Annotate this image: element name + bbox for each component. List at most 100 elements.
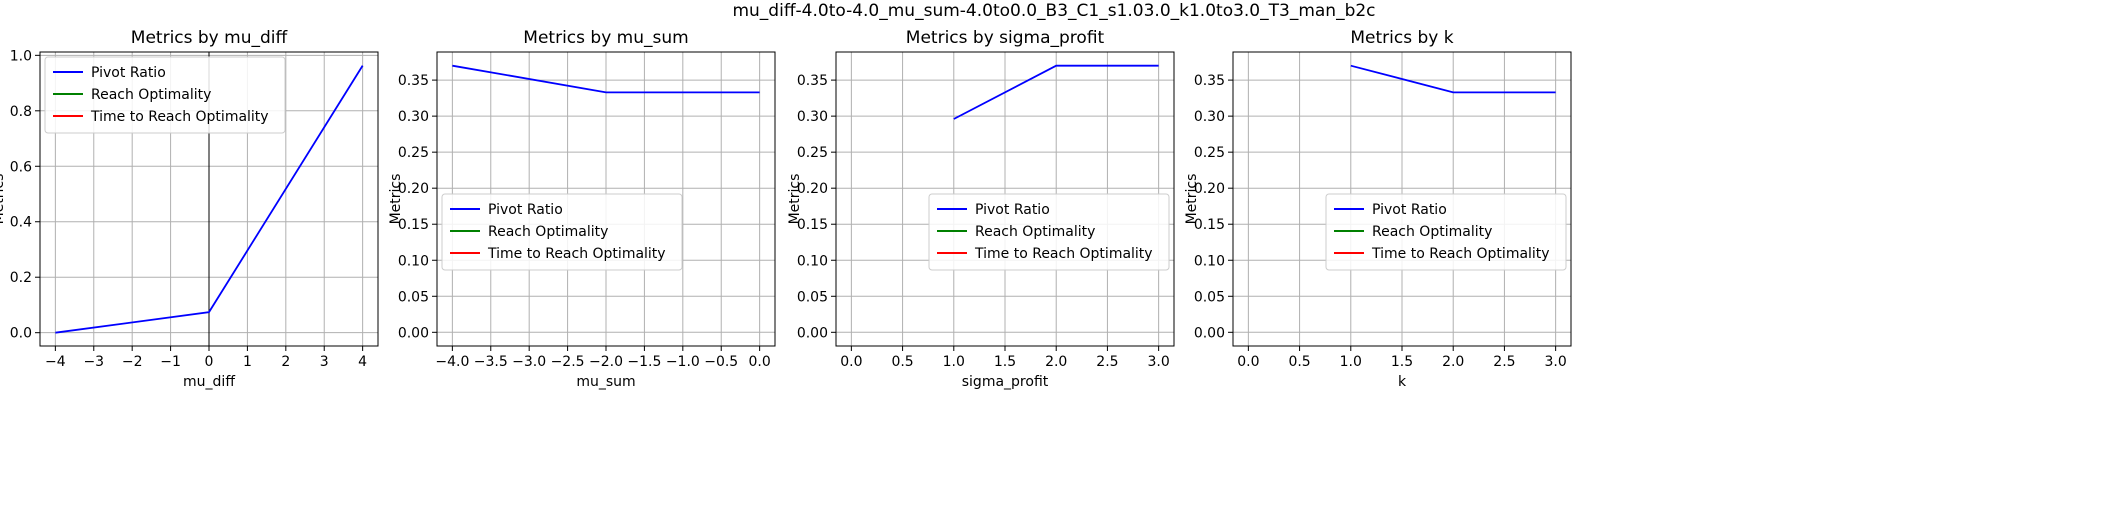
legend-label: Pivot Ratio xyxy=(1372,202,1447,218)
legend-label: Time to Reach Optimality xyxy=(487,246,666,262)
y-tick-label: 0.00 xyxy=(1194,325,1225,341)
x-tick-label: 1.5 xyxy=(994,354,1016,370)
x-tick-label: −4 xyxy=(45,354,66,370)
x-tick-label: 0.5 xyxy=(1288,354,1310,370)
legend: Pivot Ratio Reach Optimality Time to Reach… xyxy=(928,193,1170,271)
legend-box xyxy=(1325,193,1567,271)
legend-box xyxy=(44,56,286,134)
y-tick-label: 0.10 xyxy=(1194,253,1225,269)
legend-label: Pivot Ratio xyxy=(91,65,166,81)
x-axis-label: mu_diff xyxy=(183,374,235,390)
chart-panel-4: 0.0 0.5 1.0 1.5 2.0 2.5 3.0 0.00 0.05 0.10 0.15 0.2… xyxy=(1184,28,1572,390)
x-tick-label: −1.0 xyxy=(666,354,700,370)
chart-title: Metrics by sigma_profit xyxy=(906,28,1105,48)
y-tick-label: 0.00 xyxy=(797,325,828,341)
y-tick-label: 0.35 xyxy=(398,73,429,89)
x-tick-label: 0 xyxy=(205,354,214,370)
x-tick-label: 3.0 xyxy=(1545,354,1567,370)
x-tick-label: 0.0 xyxy=(840,354,862,370)
y-tick-label: 0.05 xyxy=(797,289,828,305)
x-axis-label: k xyxy=(1398,374,1407,390)
y-axis-label: Metrics xyxy=(1184,174,1200,225)
y-tick-label: 0.15 xyxy=(797,217,828,233)
x-tick-label: 3.0 xyxy=(1148,354,1170,370)
y-axis-label: Metrics xyxy=(0,174,7,225)
legend-label: Reach Optimality xyxy=(91,87,211,103)
x-tick-label: 1.0 xyxy=(1340,354,1362,370)
legend: Pivot Ratio Reach Optimality Time to Reach… xyxy=(441,193,683,271)
legend: Pivot Ratio Reach Optimality Time to Reach… xyxy=(44,56,286,134)
y-tick-label: 0.10 xyxy=(398,253,429,269)
y-tick-label: 0.35 xyxy=(1194,73,1225,89)
legend-label: Reach Optimality xyxy=(1372,224,1492,240)
series-line-pivot-ratio xyxy=(953,64,1159,120)
x-axis-label: mu_sum xyxy=(576,374,635,390)
x-tick-label: 2.0 xyxy=(1045,354,1067,370)
x-tick-label: −2.0 xyxy=(589,354,623,370)
y-tick-label: 0.0 xyxy=(10,326,32,342)
y-tick-label: 0.15 xyxy=(398,217,429,233)
chart-panel-3: 0.0 0.5 1.0 1.5 2.0 2.5 3.0 0.00 0.05 0.10 0.15 0.2… xyxy=(787,28,1175,390)
y-tick-label: 0.05 xyxy=(1194,289,1225,305)
legend-label: Time to Reach Optimality xyxy=(974,246,1153,262)
x-tick-label: −3.0 xyxy=(512,354,546,370)
y-tick-label: 0.25 xyxy=(1194,145,1225,161)
x-tick-label: 3 xyxy=(320,354,329,370)
legend-label: Time to Reach Optimality xyxy=(90,109,269,125)
y-tick-label: 0.20 xyxy=(398,181,429,197)
y-tick-label: 0.8 xyxy=(10,104,32,120)
x-tick-label: 0.0 xyxy=(1237,354,1259,370)
x-tick-label: 0.0 xyxy=(749,354,771,370)
x-tick-label: −2 xyxy=(122,354,143,370)
y-tick-label: 0.35 xyxy=(797,73,828,89)
y-tick-label: 0.05 xyxy=(398,289,429,305)
chart-title: Metrics by mu_diff xyxy=(131,28,289,48)
y-tick-label: 0.4 xyxy=(10,215,32,231)
x-tick-label: −0.5 xyxy=(704,354,738,370)
y-tick-label: 0.10 xyxy=(797,253,828,269)
y-tick-label: 0.30 xyxy=(398,109,429,125)
x-tick-label: 2.5 xyxy=(1493,354,1515,370)
y-tick-label: 0.30 xyxy=(1194,109,1225,125)
legend-label: Reach Optimality xyxy=(975,224,1095,240)
y-tick-label: 1.0 xyxy=(10,48,32,64)
y-axis-label: Metrics xyxy=(787,174,803,225)
x-tick-label: 4 xyxy=(358,354,367,370)
series-line-pivot-ratio xyxy=(55,65,364,334)
x-tick-label: −1.5 xyxy=(627,354,661,370)
x-tick-label: 2.5 xyxy=(1096,354,1118,370)
x-tick-label: 2 xyxy=(281,354,290,370)
figure-title: mu_diff-4.0to-4.0_mu_sum-4.0to0.0_B3_C1_… xyxy=(732,1,1375,21)
x-tick-label: −4.0 xyxy=(435,354,469,370)
y-axis-label: Metrics xyxy=(388,174,404,225)
x-tick-label: 1.0 xyxy=(943,354,965,370)
x-tick-label: −1 xyxy=(160,354,181,370)
y-tick-label: 0.2 xyxy=(10,270,32,286)
chart-title: Metrics by k xyxy=(1350,28,1453,48)
y-tick-label: 0.00 xyxy=(398,325,429,341)
y-tick-label: 0.6 xyxy=(10,159,32,175)
x-tick-label: 0.5 xyxy=(891,354,913,370)
legend: Pivot Ratio Reach Optimality Time to Reach… xyxy=(1325,193,1567,271)
y-tick-label: 0.30 xyxy=(797,109,828,125)
legend-label: Pivot Ratio xyxy=(975,202,1050,218)
legend-box xyxy=(441,193,683,271)
x-axis-label: sigma_profit xyxy=(962,374,1049,390)
y-tick-label: 0.25 xyxy=(398,145,429,161)
x-tick-label: 1.5 xyxy=(1391,354,1413,370)
series-line-pivot-ratio xyxy=(452,64,760,94)
x-tick-label: −2.5 xyxy=(551,354,585,370)
chart-title: Metrics by mu_sum xyxy=(523,28,688,48)
chart-panels: −4 −3 −2 −1 0 1 2 3 4 0.0 0.2 0.4 0.6 0.8 1.0 Metrics b… xyxy=(0,28,1572,390)
y-tick-label: 0.20 xyxy=(1194,181,1225,197)
y-tick-label: 0.20 xyxy=(797,181,828,197)
y-tick-label: 0.25 xyxy=(797,145,828,161)
chart-panel-1: −4 −3 −2 −1 0 1 2 3 4 0.0 0.2 0.4 0.6 0.8 1.0 Metrics b… xyxy=(0,28,379,390)
y-tick-label: 0.15 xyxy=(1194,217,1225,233)
x-tick-label: 1 xyxy=(243,354,252,370)
x-tick-label: 2.0 xyxy=(1442,354,1464,370)
x-tick-label: −3 xyxy=(83,354,104,370)
legend-label: Time to Reach Optimality xyxy=(1371,246,1550,262)
x-tick-label: −3.5 xyxy=(474,354,508,370)
